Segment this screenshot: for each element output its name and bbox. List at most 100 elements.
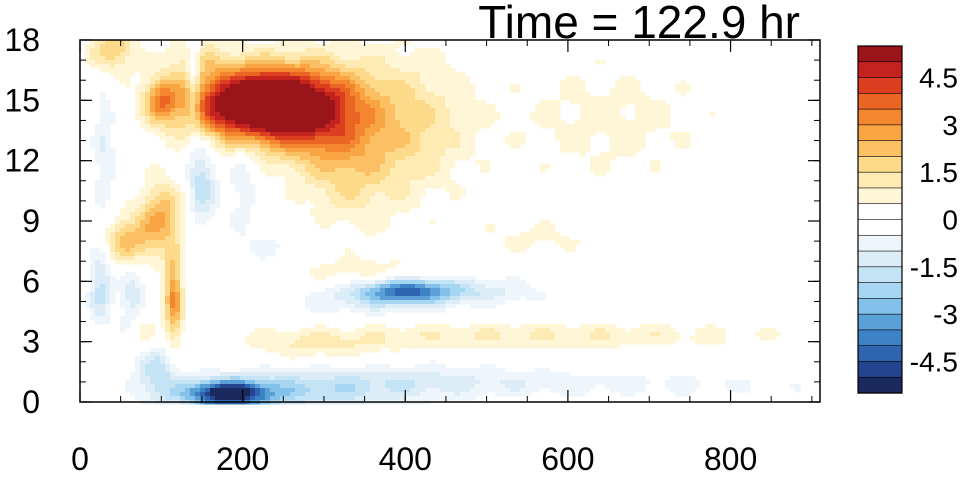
heatmap-cell [185,372,191,377]
heatmap-cell [430,292,436,297]
heatmap-cell [165,176,171,181]
heatmap-cell [340,100,346,105]
heatmap-cell [205,56,211,61]
heatmap-cell [285,128,291,133]
heatmap-cell [370,292,376,297]
heatmap-cell [330,300,336,305]
heatmap-cell [180,204,186,209]
heatmap-cell [610,328,616,333]
heatmap-cell [715,340,721,345]
heatmap-cell [235,372,241,377]
heatmap-cell [100,256,106,261]
heatmap-cell [430,328,436,333]
heatmap-cell [480,100,486,105]
heatmap-cell [295,80,301,85]
heatmap-cell [225,48,231,53]
heatmap-cell [310,156,316,161]
heatmap-cell [145,360,151,365]
heatmap-cell [155,216,161,221]
heatmap-cell [280,340,286,345]
heatmap-cell [330,164,336,169]
heatmap-cell [350,76,356,81]
heatmap-cell [150,216,156,221]
heatmap-cell [410,164,416,169]
heatmap-cell [360,288,366,293]
heatmap-cell [640,144,646,149]
heatmap-cell [95,296,101,301]
heatmap-cell [360,344,366,349]
heatmap-cell [125,244,131,249]
heatmap-cell [330,44,336,49]
heatmap-cell [400,176,406,181]
heatmap-cell [690,336,696,341]
heatmap-cell [215,116,221,121]
heatmap-cell [435,292,441,297]
heatmap-cell [445,128,451,133]
heatmap-cell [675,88,681,93]
heatmap-cell [265,148,271,153]
heatmap-cell [325,268,331,273]
heatmap-cell [165,368,171,373]
heatmap-cell [95,188,101,193]
heatmap-cell [530,344,536,349]
heatmap-cell [385,276,391,281]
heatmap-cell [335,200,341,205]
heatmap-cell [380,284,386,289]
heatmap-cell [105,172,111,177]
heatmap-cell [265,120,271,125]
heatmap-cell [295,344,301,349]
heatmap-cell [555,380,561,385]
heatmap-cell [435,368,441,373]
heatmap-cell [340,180,346,185]
heatmap-cell [300,336,306,341]
heatmap-cell [325,60,331,65]
heatmap-cell [150,352,156,357]
heatmap-cell [295,96,301,101]
heatmap-cell [370,108,376,113]
heatmap-cell [135,360,141,365]
heatmap-cell [110,152,116,157]
heatmap-cell [305,296,311,301]
heatmap-cell [590,104,596,109]
heatmap-cell [105,160,111,165]
heatmap-cell [285,332,291,337]
heatmap-cell [95,52,101,57]
heatmap-cell [440,124,446,129]
heatmap-cell [300,48,306,53]
heatmap-cell [315,64,321,69]
heatmap-cell [710,336,716,341]
heatmap-cell [385,208,391,213]
heatmap-cell [620,124,626,129]
heatmap-cell [100,172,106,177]
heatmap-cell [290,108,296,113]
heatmap-cell [365,280,371,285]
heatmap-cell [425,112,431,117]
heatmap-cell [150,104,156,109]
heatmap-cell [475,300,481,305]
heatmap-cell [550,228,556,233]
heatmap-cell [115,248,121,253]
heatmap-cell [295,84,301,89]
heatmap-cell [135,312,141,317]
heatmap-cell [155,236,161,241]
heatmap-cell [245,60,251,65]
heatmap-cell [385,376,391,381]
heatmap-cell [440,284,446,289]
heatmap-cell [405,276,411,281]
heatmap-cell [240,132,246,137]
heatmap-cell [415,276,421,281]
heatmap-cell [595,124,601,129]
heatmap-cell [205,84,211,89]
heatmap-cell [250,144,256,149]
heatmap-cell [230,372,236,377]
heatmap-cell [325,124,331,129]
heatmap-cell [320,224,326,229]
heatmap-cell [590,328,596,333]
heatmap-cell [440,84,446,89]
heatmap-cell [460,100,466,105]
heatmap-cell [430,340,436,345]
heatmap-cell [420,304,426,309]
heatmap-cell [120,72,126,77]
heatmap-cell [380,60,386,65]
heatmap-cell [320,88,326,93]
